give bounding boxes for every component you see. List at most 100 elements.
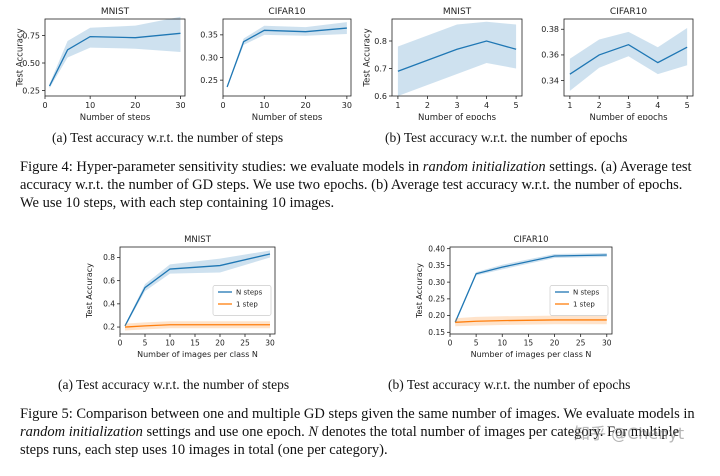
series-line-n-steps [454, 254, 607, 323]
y-axis-label: Test Accuracy [363, 28, 373, 87]
series-line-1-step [455, 319, 607, 323]
legend-box [212, 285, 272, 316]
chart-fig4-cifar-steps: 0 10 20 30 0.25 0.30 0.35 CIFAR10 Number of step… [200, 7, 352, 120]
x-tick-label: 10 [85, 101, 95, 110]
fig5-caption-n: N [308, 424, 319, 440]
confidence-band-1-step [455, 315, 607, 327]
y-axis-label: Test Accuracy [85, 263, 94, 319]
plot-frame [44, 18, 186, 97]
legend-label: 1 step [573, 301, 595, 309]
x-tick-label: 5 [143, 339, 148, 348]
x-tick-label: 20 [550, 339, 560, 348]
x-axis-label: Number of images per class N [137, 350, 258, 359]
x-tick-label: 5 [474, 339, 479, 348]
plot-frame [119, 246, 276, 335]
fig4-caption: Figure 4: Hyper-parameter sensitivity st… [20, 158, 702, 212]
y-axis-label: Test Accuracy [16, 28, 26, 87]
x-tick-label: 0 [220, 101, 225, 110]
legend-label: 1 step [236, 301, 258, 309]
chart-title: MNIST [184, 235, 212, 245]
x-tick-label: 30 [602, 339, 612, 348]
x-tick-label: 30 [175, 101, 185, 110]
x-tick-label: 10 [497, 339, 507, 348]
series-line-mean [397, 40, 517, 72]
y-tick-label: 0.25 [200, 76, 218, 85]
x-tick-label: 15 [524, 339, 534, 348]
fig4-caption-part2: settings. (a) Average test accuracy w.r.… [20, 159, 692, 211]
y-tick-label: 0.6 [103, 276, 115, 285]
plot-frame [449, 246, 613, 335]
chart-fig5-mnist: 0 5 10 15 20 25 30 0.2 0.4 0.6 0.8 MNIST Number of i… [85, 235, 276, 359]
y-tick-label: 0.8 [374, 37, 387, 46]
x-axis-label: Number of steps [80, 113, 151, 120]
y-tick-label: 0.20 [428, 311, 445, 320]
y-tick-label: 0.34 [541, 76, 559, 85]
fig5-caption-part3: denotes the total number of images per c… [20, 424, 680, 458]
y-tick-label: 0.30 [200, 53, 218, 62]
chart-title: CIFAR10 [513, 235, 548, 245]
x-tick-label: 2 [425, 101, 430, 110]
chart-title: MNIST [443, 7, 472, 17]
x-tick-label: 0 [448, 339, 453, 348]
y-tick-label: 0.40 [428, 244, 445, 253]
y-tick-label: 0.25 [22, 86, 40, 95]
x-tick-label: 10 [259, 101, 269, 110]
series-line-mean [569, 43, 688, 75]
x-tick-label: 20 [300, 101, 310, 110]
y-tick-label: 0.8 [103, 253, 115, 262]
y-tick-label: 0.36 [541, 51, 559, 60]
x-tick-label: 0 [118, 339, 123, 348]
x-tick-label: 1 [395, 101, 400, 110]
x-tick-label: 15 [190, 339, 200, 348]
watermark: 知乎 @Chenyt [574, 424, 685, 443]
x-tick-label: 5 [514, 101, 519, 110]
fig5-subcaption-b: (b) Test accuracy w.r.t. the number of e… [388, 377, 631, 392]
x-tick-label: 4 [484, 101, 489, 110]
fig4-caption-part1: Figure 4: Hyper-parameter sensitivity st… [20, 159, 423, 175]
y-tick-label: 0.6 [374, 92, 387, 101]
fig5-caption-part1: Figure 5: Comparison between one and mul… [20, 406, 695, 422]
chart-title: CIFAR10 [610, 7, 647, 17]
y-axis-label: Test Accuracy [415, 263, 424, 319]
confidence-band-n-steps [455, 253, 607, 324]
x-tick-label: 3 [626, 101, 631, 110]
legend-box [549, 285, 609, 316]
y-tick-label: 0.75 [22, 31, 40, 40]
x-tick-label: 0 [42, 101, 47, 110]
chart-title: CIFAR10 [268, 7, 305, 17]
fig4-subcaption-b: (b) Test accuracy w.r.t. the number of e… [385, 130, 628, 145]
x-tick-label: 3 [454, 101, 459, 110]
x-tick-label: 2 [597, 101, 602, 110]
x-axis-label: Number of epochs [589, 113, 668, 120]
x-tick-label: 30 [265, 339, 275, 348]
chart-fig4-mnist-steps: 0 10 20 30 0.25 0.50 0.75 MNIST Number of steps T… [16, 7, 186, 120]
y-tick-label: 0.35 [428, 261, 445, 270]
y-tick-label: 0.4 [103, 299, 115, 308]
confidence-band-series [397, 21, 517, 96]
y-tick-label: 0.50 [22, 59, 40, 68]
chart-title: MNIST [101, 7, 130, 17]
x-axis-label: Number of steps [252, 113, 323, 120]
x-axis-label: Number of epochs [418, 113, 497, 120]
y-tick-label: 0.25 [428, 294, 445, 303]
confidence-band-series [49, 16, 181, 89]
legend-label: N steps [236, 289, 263, 297]
confidence-band-n-steps [125, 250, 270, 328]
x-tick-label: 30 [342, 101, 352, 110]
x-tick-label: 10 [165, 339, 175, 348]
confidence-band-series [227, 22, 347, 89]
fig4-caption-emphasis: random initialization [422, 159, 546, 175]
confidence-band-1-step [125, 321, 270, 331]
series-line-mean [48, 32, 181, 87]
x-tick-label: 25 [240, 339, 250, 348]
y-tick-label: 0.2 [103, 323, 115, 332]
x-tick-label: 1 [567, 101, 572, 110]
fig5-caption: Figure 5: Comparison between one and mul… [20, 405, 702, 459]
x-tick-label: 25 [576, 339, 586, 348]
x-tick-label: 20 [215, 339, 225, 348]
x-tick-label: 4 [655, 101, 660, 110]
y-tick-label: 0.35 [200, 31, 218, 40]
series-line-mean [226, 27, 347, 88]
y-tick-label: 0.15 [428, 328, 445, 337]
